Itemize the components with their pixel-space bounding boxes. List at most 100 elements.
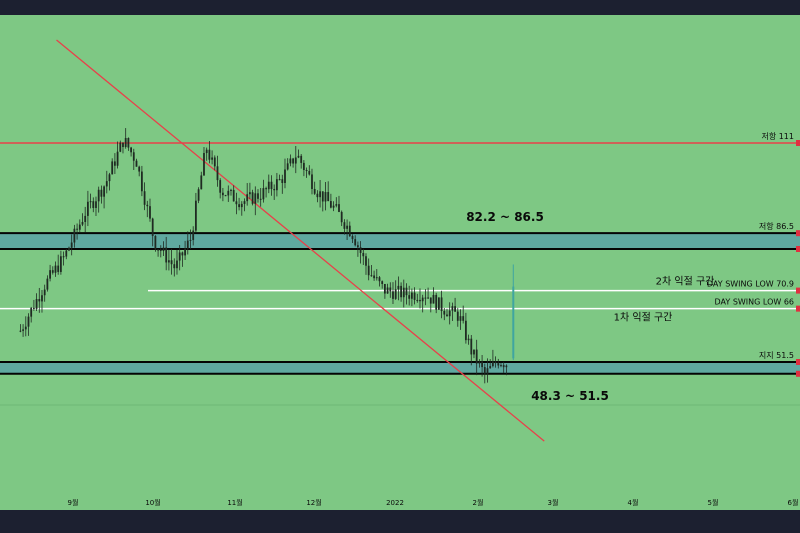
candle-body	[84, 215, 87, 222]
candle-body	[76, 228, 78, 230]
candle-body	[481, 361, 483, 368]
level-edge-marker	[796, 305, 800, 312]
candle-body	[302, 162, 305, 170]
candle-body	[27, 316, 30, 327]
candle-body	[424, 297, 427, 299]
candle-body	[432, 294, 435, 304]
candle-body	[65, 250, 68, 257]
candle-body	[370, 275, 373, 277]
candle-body	[227, 190, 230, 196]
level-edge-marker	[796, 230, 800, 237]
candle-body	[122, 142, 124, 148]
candle-body	[194, 200, 197, 231]
candle-body	[203, 153, 205, 176]
level-edge-marker	[796, 140, 800, 146]
candle-body	[178, 252, 181, 261]
candle-body	[454, 306, 456, 312]
candle-body	[167, 260, 170, 263]
candle-body	[41, 295, 43, 302]
candle-body	[456, 311, 459, 321]
x-tick-label: 11월	[227, 498, 242, 507]
candle-body	[238, 204, 240, 208]
candle-body	[22, 329, 24, 331]
candle-body	[43, 289, 46, 296]
candle-body	[392, 291, 394, 299]
zone-label: 82.2 ~ 86.5	[466, 210, 544, 224]
candle-body	[410, 292, 413, 299]
candle-body	[286, 163, 289, 170]
candle-body	[483, 367, 486, 374]
candle-body	[173, 264, 176, 269]
target-annotation: 1차 익절 구간	[614, 311, 673, 324]
candle-body	[329, 201, 332, 208]
candle-body	[327, 192, 330, 202]
candle-body	[427, 297, 429, 299]
support-resistance-zone	[0, 362, 800, 374]
candle-body	[464, 320, 467, 341]
candle-body	[394, 289, 397, 299]
zone-label: 48.3 ~ 51.5	[531, 389, 609, 403]
candle-body	[275, 179, 278, 191]
level-label: 지지 51.5	[759, 351, 794, 360]
candle-body	[192, 230, 195, 240]
candle-body	[211, 157, 213, 160]
candle-body	[351, 236, 354, 240]
candle-body	[446, 314, 448, 317]
candle-body	[208, 149, 211, 160]
candle-body	[240, 203, 243, 208]
candle-body	[97, 189, 100, 202]
level-label: DAY SWING LOW 70.9	[707, 280, 794, 289]
candle-body	[259, 198, 262, 200]
candle-body	[257, 193, 259, 199]
candle-body	[262, 188, 265, 200]
candle-body	[89, 201, 92, 203]
candle-body	[348, 225, 351, 237]
candle-body	[181, 252, 184, 256]
level-label: 저항 86.5	[759, 222, 794, 231]
candle-body	[267, 181, 270, 190]
candle-body	[435, 294, 438, 310]
candle-body	[316, 193, 319, 198]
candle-body	[512, 286, 515, 359]
candle-body	[300, 155, 303, 163]
candle-body	[292, 158, 294, 164]
x-tick-label: 10월	[145, 498, 160, 507]
level-edge-marker	[796, 246, 800, 253]
candle-body	[149, 206, 151, 219]
candle-body	[338, 204, 340, 212]
level-label: DAY SWING LOW 66	[715, 298, 794, 307]
candle-body	[19, 330, 22, 332]
candle-body	[108, 174, 111, 182]
candle-body	[70, 242, 73, 248]
candle-body	[362, 252, 365, 257]
candle-body	[186, 240, 189, 249]
candle-body	[59, 256, 62, 272]
candle-body	[416, 299, 419, 301]
candle-body	[54, 265, 57, 273]
target-annotation: 2차 익절 구간	[656, 275, 715, 288]
candle-body	[197, 189, 200, 201]
candle-body	[154, 235, 157, 250]
candle-body	[205, 149, 208, 154]
x-tick-label: 4월	[628, 498, 639, 507]
candle-body	[68, 247, 70, 251]
support-resistance-zone	[0, 233, 800, 250]
candle-body	[324, 192, 327, 202]
candle-body	[146, 204, 149, 207]
candle-body	[437, 297, 440, 310]
candle-body	[443, 311, 446, 315]
candle-body	[78, 224, 81, 230]
candle-body	[73, 228, 76, 243]
candle-body	[184, 248, 186, 256]
candle-body	[170, 260, 173, 265]
candle-body	[284, 169, 286, 183]
candle-body	[103, 186, 105, 197]
x-tick-label: 9월	[68, 498, 79, 507]
candle-body	[35, 299, 38, 309]
candle-body	[489, 366, 492, 369]
candle-body	[81, 221, 84, 225]
candle-body	[219, 180, 222, 193]
candle-body	[162, 247, 165, 252]
candle-body	[251, 192, 254, 204]
